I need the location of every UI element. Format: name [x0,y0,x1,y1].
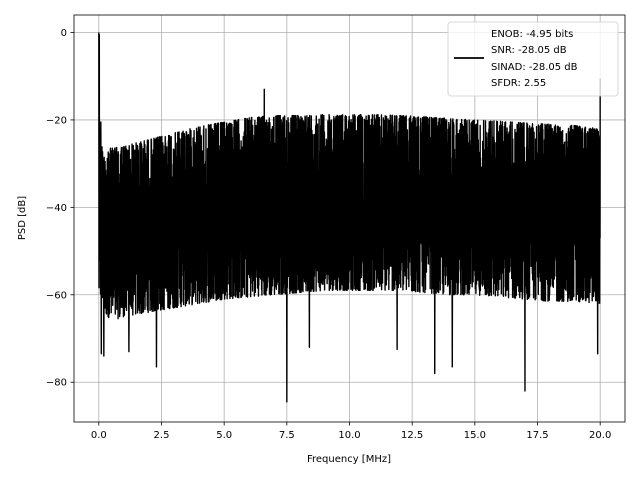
legend-box [447,21,619,97]
y-tick-label: −60 [46,290,67,301]
x-tick-label: 12.5 [401,430,423,441]
plot-series [98,32,601,403]
legend-entry-snr: SNR: -28.05 dB [491,45,567,56]
y-axis-ticks: 0 −20 −40 −60 −80 [46,28,74,389]
legend-entry-enob: ENOB: -4.95 bits [491,29,573,40]
x-tick-label: 20.0 [589,430,611,441]
y-tick-label: −40 [46,203,67,214]
legend-entry-sfdr: SFDR: 2.55 [491,78,546,89]
legend-entry-sinad: SINAD: -28.05 dB [491,62,578,73]
legend: ENOB: -4.95 bits SNR: -28.05 dB SINAD: -… [447,21,619,97]
x-tick-label: 7.5 [279,430,295,441]
x-tick-label: 15.0 [464,430,486,441]
x-axis-label: Frequency [MHz] [307,454,391,465]
x-tick-label: 5.0 [216,430,232,441]
x-axis-ticks: 0.0 2.5 5.0 7.5 10.0 12.5 15.0 17.5 20.0 [91,422,611,441]
x-tick-label: 17.5 [526,430,548,441]
psd-series-line [98,32,601,403]
x-tick-label: 0.0 [91,430,107,441]
y-tick-label: −20 [46,115,67,126]
y-tick-label: 0 [61,28,67,39]
x-tick-label: 2.5 [154,430,170,441]
x-tick-label: 10.0 [338,430,360,441]
y-tick-label: −80 [46,378,67,389]
y-axis-label: PSD [dB] [17,196,28,240]
